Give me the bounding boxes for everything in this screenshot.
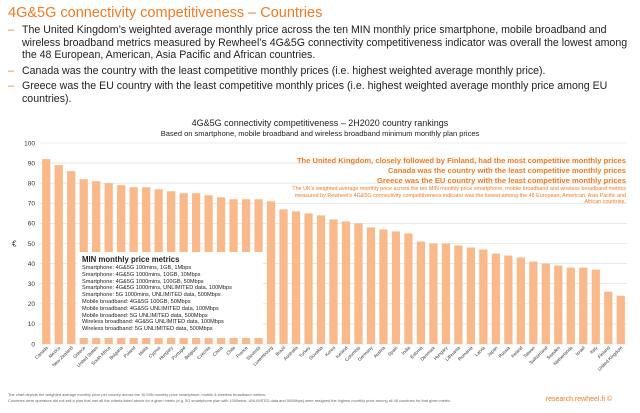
bar xyxy=(479,249,488,344)
x-tick-label: China xyxy=(212,345,224,357)
y-tick-label: 100 xyxy=(24,140,35,147)
x-tick-label: Russia xyxy=(498,345,512,359)
y-tick-label: 90 xyxy=(28,160,36,167)
source-link[interactable]: research.rewheel.fi © xyxy=(545,396,612,403)
bar xyxy=(566,267,575,344)
footnote-2: Countries were operators did not sell a … xyxy=(8,398,452,403)
bar xyxy=(554,265,563,344)
bar xyxy=(429,243,438,344)
bullet-item: – Greece was the EU country with the leas… xyxy=(8,80,634,105)
bar xyxy=(391,231,401,344)
bar xyxy=(616,295,625,344)
metric-item: Mobile broadband: 4G&5G UNLIMITED data, … xyxy=(82,305,219,312)
x-tick-label: India xyxy=(401,345,412,356)
y-tick-label: 30 xyxy=(28,281,36,288)
x-tick-label: Poland xyxy=(123,345,137,359)
x-tick-label: Australia xyxy=(283,345,299,361)
bar xyxy=(379,229,388,344)
footnote-1: The chart depicts the weighted average m… xyxy=(8,392,267,397)
bar xyxy=(354,223,363,344)
y-tick-label: 0 xyxy=(31,341,35,348)
bar xyxy=(491,253,500,344)
y-tick-label: 50 xyxy=(28,241,36,248)
bullet-text: Greece was the EU country with the least… xyxy=(22,80,608,105)
y-axis-label: € xyxy=(12,240,17,249)
headline-note: The UK’s weighted average monthly price … xyxy=(292,186,626,206)
bullet-dash-icon: – xyxy=(8,24,14,36)
bar xyxy=(266,201,276,344)
slide-title: 4G&5G connectivity competitiveness – Cou… xyxy=(8,5,323,21)
bullet-item: – Canada was the country with the least c… xyxy=(8,65,634,78)
bar xyxy=(316,215,326,344)
bar xyxy=(441,243,451,344)
bar xyxy=(604,291,613,344)
bar xyxy=(591,269,600,344)
y-tick-label: 20 xyxy=(28,301,36,308)
x-tick-label: Brazil xyxy=(275,345,287,357)
x-tick-label: Italy xyxy=(589,345,599,355)
bar xyxy=(366,227,376,344)
metrics-box: MIN monthly price metrics Smartphone: 4G… xyxy=(77,252,263,338)
bar xyxy=(529,261,538,344)
x-tick-label: Malta xyxy=(137,345,149,357)
metric-item: Smartphone: 5G 1000mins, UNLIMITED data,… xyxy=(82,292,221,299)
x-tick-label: Ireland xyxy=(510,345,524,359)
bar xyxy=(341,221,351,344)
chart-subtitle: Based on smartphone, mobile broadband an… xyxy=(160,129,480,138)
bar xyxy=(466,247,476,344)
bar xyxy=(54,165,63,344)
y-tick-label: 40 xyxy=(28,261,36,268)
x-tick-label: Austria xyxy=(373,345,387,359)
bullet-list: – The United Kingdom’s weighted average m… xyxy=(8,24,634,109)
bar xyxy=(579,267,588,344)
bar xyxy=(42,159,51,344)
y-tick-label: 10 xyxy=(28,321,36,328)
headline-greece: Greece was the EU country with the least… xyxy=(377,176,626,185)
metric-item: Smartphone: 4G&5G 1000mins, UNLIMITED da… xyxy=(82,285,232,292)
bar xyxy=(67,171,76,344)
metrics-box-title: MIN monthly price metrics xyxy=(82,255,180,264)
x-tick-label: Bulgaria xyxy=(108,345,124,361)
headline-uk: The United Kingdom, closely followed by … xyxy=(296,156,626,165)
bar xyxy=(504,255,513,344)
bar xyxy=(304,213,313,344)
chart-title: 4G&5G connectivity competitiveness – 2H2… xyxy=(191,118,449,128)
x-tick-label: Latvia xyxy=(474,345,487,358)
y-tick-label: 70 xyxy=(28,201,36,208)
x-tick-label: Canada xyxy=(34,345,49,360)
x-tick-label: Czechia xyxy=(196,345,212,361)
bar xyxy=(541,263,550,344)
bullet-text: The United Kingdom’s weighted average mo… xyxy=(22,24,628,62)
metric-item: Smartphone: 4G&5G 1000mins, 100GB, 50Mbp… xyxy=(82,278,204,285)
bullet-dash-icon: – xyxy=(8,80,14,93)
metric-item: Mobile broadband: 4G&5G 100GB, 50Mbps xyxy=(82,298,191,305)
bar xyxy=(404,233,413,344)
bar xyxy=(516,257,525,344)
bullet-dash-icon: – xyxy=(8,64,14,77)
bar xyxy=(416,241,426,344)
y-tick-label: 80 xyxy=(28,181,36,188)
x-tick-label: Slovakia xyxy=(308,345,324,361)
bar xyxy=(329,219,338,344)
bar xyxy=(279,209,288,344)
metric-item: Smartphone: 4G&5G 100mins, 1GB, 1Mbps xyxy=(82,265,192,271)
bullet-text: Canada was the country with the least co… xyxy=(22,64,546,77)
headline-canada: Canada was the country with the least co… xyxy=(388,166,626,175)
metric-item: Smartphone: 4G&5G 1000mins, 10GB, 10Mbps xyxy=(82,271,201,278)
x-tick-label: Spain xyxy=(387,345,399,357)
x-tick-label: Israel xyxy=(575,345,586,356)
metric-item: Wireless broadband: 5G UNLIMITED data, 5… xyxy=(82,326,213,333)
bar xyxy=(454,245,463,344)
metric-item: Mobile broadband: 5G UNLIMITED data, 500… xyxy=(82,312,208,319)
y-tick-label: 60 xyxy=(28,221,36,228)
x-tick-label: Chile xyxy=(225,345,236,356)
bar xyxy=(291,211,301,344)
metric-item: Wireless broadband: 4G&5G UNLIMITED data… xyxy=(82,319,224,326)
bullet-item: – The United Kingdom’s weighted average m… xyxy=(8,24,634,62)
